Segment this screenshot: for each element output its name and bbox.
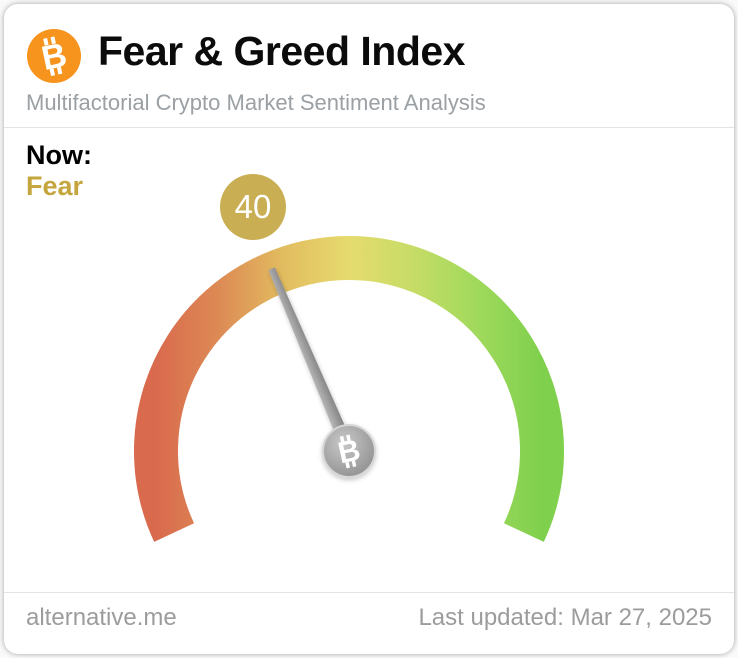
gauge-arc (134, 236, 564, 542)
bitcoin-icon: B (27, 29, 81, 83)
fear-greed-widget: B Fear & Greed Index Multifactorial Cryp… (4, 4, 734, 654)
now-classification: Fear (26, 171, 84, 201)
gauge-needle-group (268, 267, 356, 456)
last-updated-text: Last updated: Mar 27, 2025 (418, 604, 712, 631)
header-divider (4, 127, 734, 128)
gauge-needle (268, 267, 356, 456)
now-label: Now: (26, 140, 92, 170)
value-badge: 40 (220, 174, 286, 240)
gauge-chart: B (134, 236, 564, 542)
footer-divider (4, 592, 734, 593)
gauge-needle-hub: B (322, 424, 376, 478)
source-link[interactable]: alternative.me (26, 604, 177, 631)
page-subtitle: Multifactorial Crypto Market Sentiment A… (26, 90, 486, 115)
page-title: Fear & Greed Index (98, 28, 465, 74)
